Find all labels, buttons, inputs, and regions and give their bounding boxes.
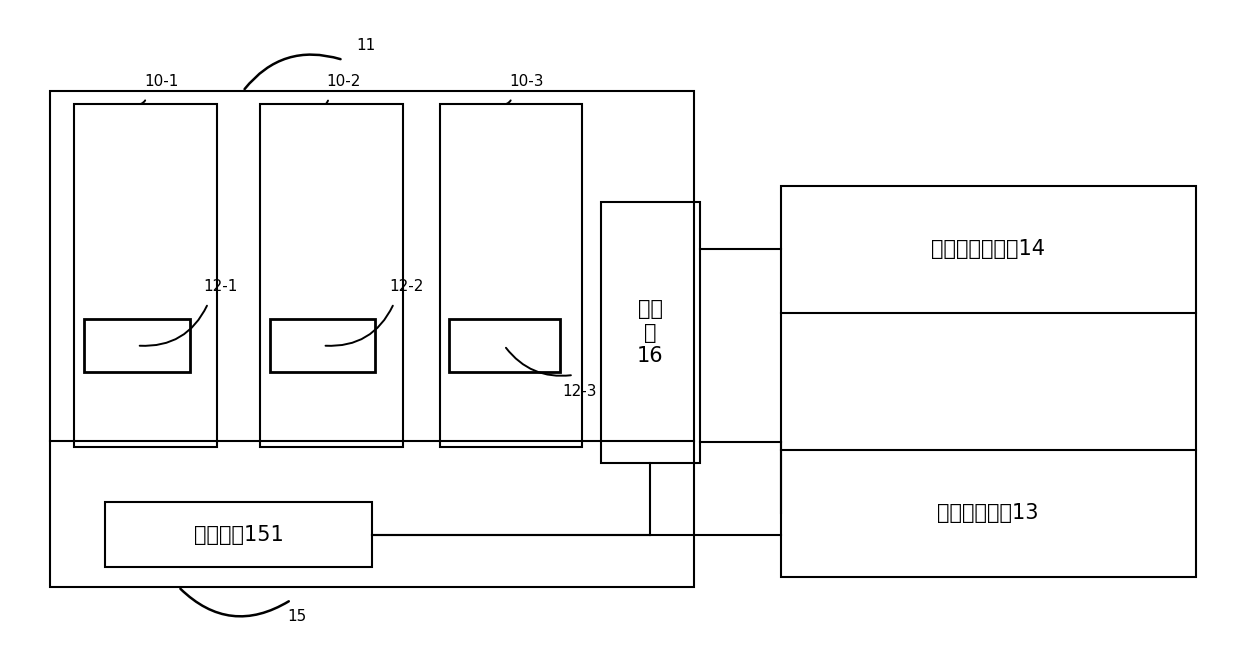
Text: 12-1: 12-1 (203, 279, 238, 295)
Bar (84, 319, 190, 372)
Text: 11: 11 (356, 38, 375, 53)
Text: 12-2: 12-2 (389, 279, 424, 295)
Bar (260, 104, 403, 447)
Bar (781, 450, 1196, 577)
Bar (270, 319, 375, 372)
Text: 10-1: 10-1 (144, 74, 178, 89)
Text: 12-3: 12-3 (563, 383, 597, 399)
Text: 15: 15 (287, 608, 307, 624)
Bar (105, 502, 372, 567)
Bar (449, 319, 560, 372)
Bar (781, 186, 1196, 313)
Bar (601, 202, 700, 463)
Text: 智能
锁
16: 智能 锁 16 (637, 299, 664, 366)
Bar (440, 104, 582, 447)
Text: 10-2: 10-2 (326, 74, 361, 89)
Bar (50, 91, 694, 587)
Text: 冷链云管理平13: 冷链云管理平13 (938, 503, 1038, 524)
Text: 10-3: 10-3 (509, 74, 544, 89)
Text: 通信模块151: 通信模块151 (193, 525, 284, 544)
Bar (74, 104, 217, 447)
Text: 冷链管理客户端14: 冷链管理客户端14 (930, 239, 1046, 259)
